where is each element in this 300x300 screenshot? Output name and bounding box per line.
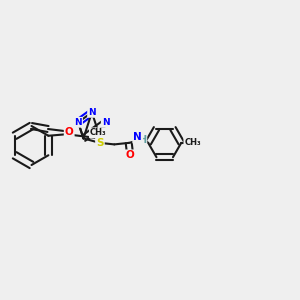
- Text: N: N: [133, 133, 142, 142]
- Text: CH₃: CH₃: [184, 138, 201, 147]
- Text: N: N: [74, 118, 82, 127]
- Text: H: H: [138, 135, 146, 145]
- Text: S: S: [96, 138, 104, 148]
- Text: N: N: [88, 108, 96, 117]
- Text: O: O: [65, 127, 74, 136]
- Text: CH₃: CH₃: [90, 128, 106, 137]
- Text: O: O: [126, 151, 135, 160]
- Text: N: N: [102, 118, 110, 127]
